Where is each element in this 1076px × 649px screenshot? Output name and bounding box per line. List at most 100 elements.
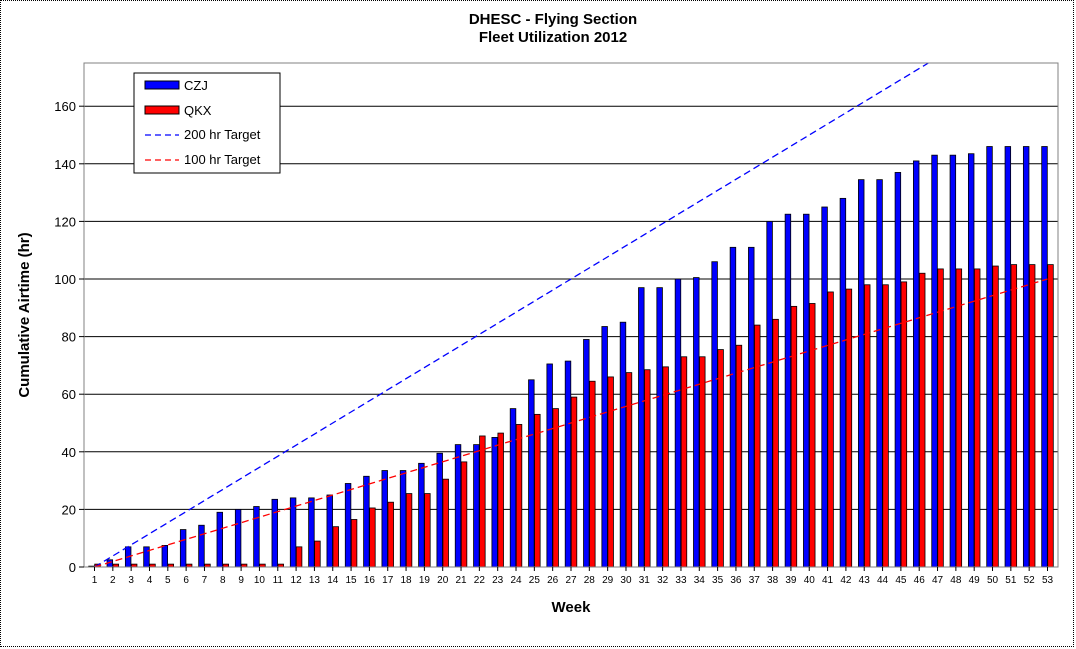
x-tick-label: 9 <box>238 575 244 586</box>
bar-qkx <box>717 349 724 568</box>
bar-qkx <box>515 424 523 568</box>
bar-czj <box>564 360 572 568</box>
bar-qkx <box>735 344 743 568</box>
bar-qkx <box>992 265 999 568</box>
bar-qkx <box>295 546 303 568</box>
x-tick-label: 48 <box>950 575 962 586</box>
bar-qkx <box>369 507 376 568</box>
bar-qkx <box>332 526 339 568</box>
bar-qkx <box>479 435 486 568</box>
bar-czj <box>381 470 388 568</box>
bar-qkx <box>772 318 779 568</box>
x-tick-label: 3 <box>128 575 134 586</box>
bar-qkx <box>424 493 431 568</box>
bar-qkx <box>534 413 541 568</box>
bar-qkx <box>405 493 413 568</box>
x-tick-label: 53 <box>1042 575 1054 586</box>
x-tick-label: 13 <box>309 575 321 586</box>
x-axis-ticks: 1 2 3 4 5 6 7 8 9 10 11 12 13 14 15 16 17 18 19 20 21 22 23 24 2… <box>92 567 1054 586</box>
legend-label-qkx: QKX <box>184 103 212 118</box>
bar-czj <box>491 436 498 568</box>
bar-qkx <box>552 408 559 568</box>
x-tick-label: 14 <box>327 575 339 586</box>
bar-qkx <box>1010 264 1018 568</box>
x-tick-label: 42 <box>840 575 852 586</box>
x-tick-label: 21 <box>455 575 467 586</box>
x-tick-label: 39 <box>785 575 797 586</box>
legend: CZJ QKX 200 hr Target 100 hr Target <box>133 72 281 174</box>
bar-czj <box>399 470 407 568</box>
y-tick-label: 140 <box>54 157 76 172</box>
x-tick-label: 50 <box>987 575 999 586</box>
bar-czj <box>179 529 187 568</box>
bar-czj <box>674 278 682 568</box>
bar-czj <box>143 546 150 568</box>
bar-czj <box>253 506 260 568</box>
bar-czj <box>967 153 975 568</box>
y-tick-label: 160 <box>54 99 76 114</box>
bar-qkx <box>790 305 798 568</box>
x-tick-label: 8 <box>220 575 226 586</box>
y-tick-label: 20 <box>62 502 76 517</box>
x-tick-label: 49 <box>969 575 981 586</box>
x-tick-label: 4 <box>147 575 153 586</box>
bar-czj <box>601 326 608 568</box>
legend-label-100-target: 100 hr Target <box>184 152 261 167</box>
bar-czj <box>1004 146 1012 568</box>
bar-czj <box>986 146 993 568</box>
x-tick-label: 22 <box>474 575 486 586</box>
bar-czj <box>784 213 792 568</box>
bar-czj <box>198 524 205 568</box>
y-tick-label: 80 <box>62 330 76 345</box>
x-tick-label: 19 <box>419 575 431 586</box>
bar-czj <box>528 379 535 568</box>
bar-czj <box>656 287 663 568</box>
bar-czj <box>876 179 883 568</box>
y-tick-label: 60 <box>62 387 76 402</box>
bar-qkx <box>625 372 633 568</box>
legend-box <box>133 72 281 174</box>
x-tick-label: 43 <box>859 575 871 586</box>
x-tick-label: 24 <box>510 575 522 586</box>
bar-qkx <box>497 432 504 568</box>
x-tick-label: 44 <box>877 575 889 586</box>
bar-qkx <box>589 380 596 568</box>
x-tick-label: 7 <box>202 575 208 586</box>
bar-czj <box>271 498 278 568</box>
x-tick-label: 41 <box>822 575 834 586</box>
x-tick-label: 30 <box>620 575 632 586</box>
bar-qkx <box>387 501 394 568</box>
bar-czj <box>546 363 553 568</box>
bar-czj <box>693 277 700 568</box>
x-tick-label: 6 <box>183 575 189 586</box>
bar-qkx <box>350 519 358 568</box>
bar-qkx <box>845 288 853 568</box>
bar-czj <box>803 213 810 568</box>
x-tick-label: 37 <box>749 575 761 586</box>
bar-czj <box>913 160 920 568</box>
x-tick-label: 51 <box>1005 575 1017 586</box>
bar-qkx <box>607 376 614 568</box>
bar-czj <box>344 483 352 568</box>
bar-qkx <box>442 478 449 568</box>
bar-qkx <box>460 461 468 568</box>
bar-qkx <box>827 291 834 568</box>
target-line <box>94 278 1048 568</box>
target-line <box>94 62 929 568</box>
x-tick-label: 47 <box>932 575 944 586</box>
chart-subtitle: Fleet Utilization 2012 <box>479 29 627 46</box>
x-tick-label: 31 <box>639 575 651 586</box>
bar-qkx <box>754 324 761 568</box>
bar-czj <box>473 444 480 568</box>
bar-czj <box>619 321 627 568</box>
y-tick-label: 120 <box>54 214 76 229</box>
bar-czj <box>436 452 443 568</box>
y-tick-label: 100 <box>54 272 76 287</box>
bar-czj <box>729 246 737 568</box>
x-tick-label: 52 <box>1024 575 1036 586</box>
bar-czj <box>931 154 938 568</box>
bar-czj <box>308 497 315 568</box>
x-tick-label: 33 <box>675 575 687 586</box>
bar-czj <box>638 287 645 568</box>
bar-czj <box>418 462 425 568</box>
